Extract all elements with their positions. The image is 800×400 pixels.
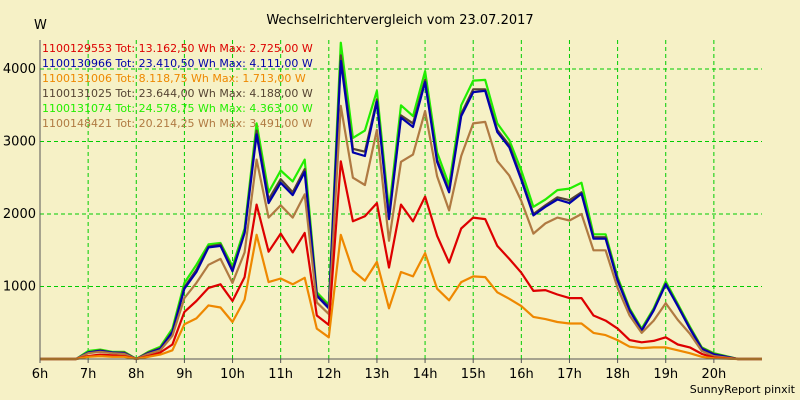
series-line-1100148421 <box>40 104 762 361</box>
x-tick-label: 9h <box>176 367 193 382</box>
chart-title: Wechselrichtervergleich vom 23.07.2017 <box>266 13 533 28</box>
y-tick-label: 1000 <box>3 280 36 295</box>
y-tick-label: 4000 <box>3 62 36 77</box>
legend-entry-1100131006: 1100131006 Tot: 8.118,75 Wh Max: 1.713,0… <box>42 72 306 85</box>
series-line-1100129553 <box>40 160 762 361</box>
x-tick-label: 16h <box>509 367 534 382</box>
x-tick-label: 13h <box>365 367 390 382</box>
x-tick-label: 20h <box>701 367 726 382</box>
y-axis-label: W <box>34 18 47 33</box>
x-tick-label: 10h <box>220 367 245 382</box>
legend-entry-1100148421: 1100148421 Tot: 20.214,25 Wh Max: 3.491,… <box>42 117 313 130</box>
series-line-1100130966 <box>40 59 762 361</box>
legend-entry-1100131074: 1100131074 Tot: 24.578,75 Wh Max: 4.363,… <box>42 102 313 115</box>
y-tick-label: 3000 <box>3 135 36 150</box>
x-tick-label: 12h <box>316 367 341 382</box>
series-line-1100131006 <box>40 233 762 361</box>
x-tick-label: 18h <box>605 367 630 382</box>
footer-credit: SunnyReport pinxit <box>690 383 796 396</box>
x-tick-label: 14h <box>413 367 438 382</box>
legend-entry-1100130966: 1100130966 Tot: 23.410,50 Wh Max: 4.111,… <box>42 57 313 70</box>
series-lines <box>40 41 762 361</box>
y-tick-label: 2000 <box>3 207 36 222</box>
x-tick-label: 7h <box>80 367 97 382</box>
x-tick-label: 6h <box>32 367 49 382</box>
x-tick-label: 17h <box>557 367 582 382</box>
x-tick-label: 8h <box>128 367 145 382</box>
x-tick-labels: 6h 7h 8h 9h 10h 11h 12h 13h 14h 15h 16h 17h 18h 19h 20… <box>32 359 726 382</box>
legend: 1100129553 Tot: 13.162,50 Wh Max: 2.725,… <box>42 42 313 130</box>
legend-entry-1100129553: 1100129553 Tot: 13.162,50 Wh Max: 2.725,… <box>42 42 313 55</box>
x-tick-label: 19h <box>653 367 678 382</box>
plot-area <box>40 40 762 359</box>
x-tick-label: 11h <box>268 367 293 382</box>
x-tick-label: 15h <box>461 367 486 382</box>
y-tick-labels: 1000 2000 3000 4000 <box>3 62 36 295</box>
grid-lines <box>40 40 762 359</box>
legend-entry-1100131025: 1100131025 Tot: 23.644,00 Wh Max: 4.188,… <box>42 87 313 100</box>
